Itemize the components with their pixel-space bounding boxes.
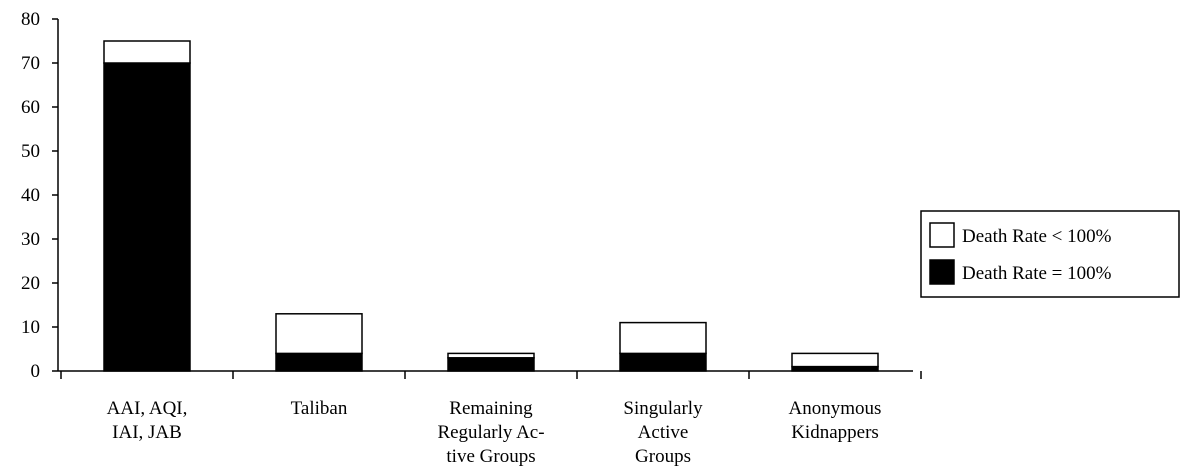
bar-segment-death-rate-below-100: [791, 352, 879, 368]
bar-segment-death-rate-below-100: [275, 313, 363, 355]
category-label: Regularly Ac-: [437, 422, 544, 443]
y-tick-label: 40: [21, 185, 40, 206]
legend-box: [920, 210, 1180, 298]
bar-segment-death-rate-below-100: [103, 40, 191, 64]
legend-swatch: [929, 259, 955, 285]
y-tick-label: 20: [21, 273, 40, 294]
bar-segment-death-rate-100: [447, 357, 535, 372]
category-label: Singularly: [623, 398, 703, 419]
legend: Death Rate < 100% Death Rate = 100%: [920, 210, 1180, 298]
bars: [103, 40, 879, 372]
category-label: tive Groups: [446, 446, 535, 467]
y-tick-label: 50: [21, 141, 40, 162]
category-label: IAI, JAB: [112, 422, 182, 443]
bar-segment-death-rate-below-100: [447, 352, 535, 359]
category-label: Active: [638, 422, 689, 443]
y-tick-label: 10: [21, 317, 40, 338]
legend-label: Death Rate < 100%: [962, 226, 1112, 247]
category-labels: AAI, AQI, IAI, JAB Taliban Remaining Regular…: [107, 398, 882, 467]
category-label: Kidnappers: [791, 422, 879, 443]
y-tick-label: 60: [21, 97, 40, 118]
legend-label: Death Rate = 100%: [962, 263, 1112, 284]
bar-segment-death-rate-below-100: [619, 321, 707, 355]
bar-segment-death-rate-100: [619, 352, 707, 372]
bar-segment-death-rate-100: [103, 62, 191, 372]
category-label: Taliban: [291, 398, 348, 419]
y-tick-label: 30: [21, 229, 40, 250]
y-tick-label: 70: [21, 53, 40, 74]
category-label: AAI, AQI,: [107, 398, 188, 419]
legend-swatch: [929, 222, 955, 248]
category-label: Remaining: [449, 398, 533, 419]
bar-segment-death-rate-100: [275, 352, 363, 372]
category-label: Anonymous: [789, 398, 882, 419]
y-tick-label: 0: [31, 361, 41, 382]
y-tick-label: 80: [21, 9, 40, 30]
category-label: Groups: [635, 446, 691, 467]
